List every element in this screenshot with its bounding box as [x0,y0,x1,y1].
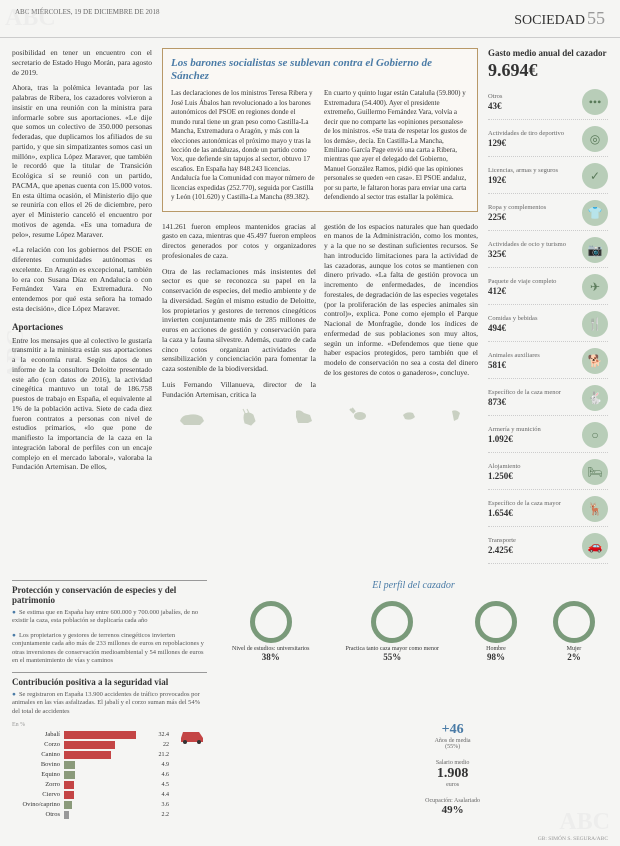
bottom-left: Protección y conservación de especies y … [12,580,207,821]
protection-bullet: ●Los propietarios y gestores de terrenos… [12,632,207,666]
profile-section: El perfil del cazador Nivel de estudios:… [219,580,608,821]
boxed-title: Los barones socialistas se sublevan cont… [171,57,469,83]
deer-icon [237,407,261,429]
bar-row: Ciervo4.4 [12,791,169,799]
article-para: Luis Fernando Villanueva, director de la… [162,380,316,400]
bar-row: Equino4.6 [12,771,169,779]
expense-item: Específico de la caza mayor1.654€🦌 [488,496,608,527]
extra-occupation: 49% [425,804,480,816]
article-para: gestión de los espacios naturales que ha… [324,222,478,378]
expense-item: Otros43€••• [488,89,608,120]
boar-icon [178,407,206,427]
article-para: 141.261 fueron empleos mantenidos gracia… [162,222,316,261]
expense-item: Específico de la caza menor873€🐇 [488,385,608,416]
animal-silhouettes [162,407,478,429]
expense-item: Armería y munición1.092€○ [488,422,608,453]
bird-icon [448,407,462,423]
extra-salary: 1.908 [425,766,480,782]
article-para: posibilidad en tener un encuentro con el… [12,48,152,77]
expense-item: Ropa y complementos225€👕 [488,200,608,231]
extra-age: +46 [425,722,480,738]
expense-item: Licencias, armas y seguros192€✓ [488,163,608,194]
profile-extras: +46Años de media(55%) Salario medio1.908… [425,722,480,826]
bar-row: Bovino4.9 [12,761,169,769]
bar-row: Jabalí32.4 [12,731,169,739]
page-number: 55 [587,8,605,28]
left-column: posibilidad en tener un encuentro con el… [12,48,152,570]
article-para: Entre los mensajes que al colectivo le g… [12,336,152,473]
sidebar-total: 9.694€ [488,60,608,81]
rabbit-icon [348,407,368,421]
bar-row: Zorro4.5 [12,781,169,789]
bars-title: En % [12,722,169,728]
section-title: SOCIEDAD [514,13,585,28]
car-icon [177,726,207,746]
middle-column: Los barones socialistas se sublevan cont… [162,48,478,570]
expense-item: Paquete de viaje completo412€✈ [488,274,608,305]
profile-circle: Practica tanto caza mayor como menor55% [346,601,439,662]
subheading: Aportaciones [12,322,152,332]
boxed-text: Las declaraciones de los ministros Teres… [171,89,469,202]
article-para: Ahora, tras la polémica levantada por la… [12,83,152,239]
bar-row: Canino21.2 [12,751,169,759]
bar-row: Otros2.2 [12,811,169,819]
expense-item: Transporte2.425€🚗 [488,533,608,564]
expense-item: Actividades de ocio y turismo325€📷 [488,237,608,268]
roadsafety-text: ●Se registraron en España 13.900 acciden… [12,691,207,716]
profile-circle: Mujer2% [553,601,595,662]
protection-bullet: ●Se estima que en España hay entre 600.0… [12,609,207,626]
expense-item: Alojamiento1.250€🛏 [488,459,608,490]
protection-title: Protección y conservación de especies y … [12,580,207,605]
bar-row: Corzo22 [12,741,169,749]
boxed-article: Los barones socialistas se sublevan cont… [162,48,478,212]
sidebar-title: Gasto medio anual del cazador [488,48,608,58]
article-para: «La relación con los gobiernos del PSOE … [12,245,152,313]
expense-item: Comidas y bebidas494€🍴 [488,311,608,342]
profile-title: El perfil del cazador [219,580,608,591]
credit: GB: SIMÓN S. SEGURA/ABC [538,836,608,842]
watermark: ABC [559,809,610,836]
profile-circle: Hombre98% [475,601,517,662]
goat-icon [292,407,316,425]
bar-row: Ovino/caprino3.6 [12,801,169,809]
bird-icon [399,407,417,423]
profile-circle: Nivel de estudios: universitarios38% [232,601,310,662]
page-header: ABC MIÉRCOLES, 19 DE DICIEMBRE DE 2018 S… [0,0,620,38]
article-para: Otra de las reclamaciones más insistente… [162,267,316,374]
watermark: ABC [5,5,56,32]
sidebar-expenses: Gasto medio anual del cazador 9.694€ Otr… [488,48,608,570]
roadsafety-title: Contribución positiva a la seguridad via… [12,672,207,687]
expense-item: Actividades de tiro deportivo129€◎ [488,126,608,157]
expense-item: Animales auxiliares581€🐕 [488,348,608,379]
